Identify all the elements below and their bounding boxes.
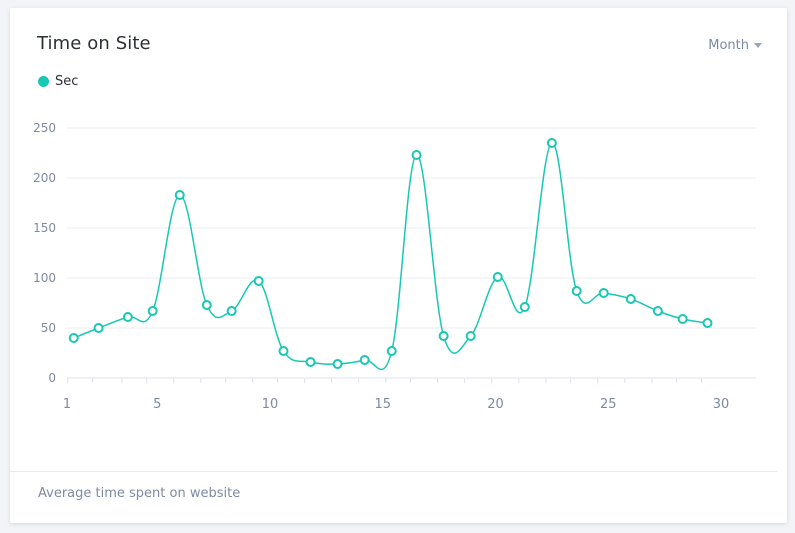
data-point xyxy=(677,314,688,324)
data-point xyxy=(201,300,212,310)
data-point xyxy=(278,346,289,356)
data-point xyxy=(438,331,449,341)
data-point xyxy=(546,138,557,148)
data-point xyxy=(625,294,636,304)
data-point xyxy=(68,333,79,343)
data-point xyxy=(519,302,530,312)
x-tick-label: 25 xyxy=(600,397,617,412)
data-point xyxy=(359,355,370,365)
y-tick-label: 250 xyxy=(33,121,56,135)
series-points xyxy=(68,138,713,369)
data-point xyxy=(122,312,133,322)
y-tick-label: 200 xyxy=(33,171,56,185)
data-point xyxy=(174,190,185,200)
data-point xyxy=(305,357,316,367)
y-tick-label: 0 xyxy=(48,371,56,385)
data-point xyxy=(93,323,104,333)
y-tick-label: 150 xyxy=(33,221,56,235)
footer-divider xyxy=(10,471,777,472)
grid-lines xyxy=(67,127,756,379)
data-point xyxy=(253,276,264,286)
x-tick-label: 10 xyxy=(262,397,279,412)
period-label: Month xyxy=(708,38,749,53)
x-tick-label: 5 xyxy=(153,397,161,412)
series-line-sec xyxy=(73,142,708,370)
caret-down-icon xyxy=(754,43,762,48)
chart-legend: Sec xyxy=(38,74,78,89)
data-point xyxy=(226,306,237,316)
x-tick-label: 1 xyxy=(63,397,71,412)
legend-label: Sec xyxy=(55,74,79,89)
period-dropdown[interactable]: Month xyxy=(708,38,762,53)
data-point xyxy=(598,288,609,298)
data-point xyxy=(386,346,397,356)
card-title: Time on Site xyxy=(37,33,151,54)
series-line-layer xyxy=(73,142,708,370)
data-point xyxy=(702,318,713,328)
x-tick-label: 30 xyxy=(713,397,730,412)
data-point xyxy=(147,306,158,316)
y-tick-label: 100 xyxy=(33,271,56,285)
data-point xyxy=(492,272,503,282)
footer-caption: Average time spent on website xyxy=(38,486,241,501)
x-tick-label: 20 xyxy=(487,397,504,412)
data-point xyxy=(332,359,343,369)
data-point xyxy=(465,331,476,341)
y-tick-label: 50 xyxy=(41,321,56,335)
time-on-site-card: Time on Site Month Sec 0 50 100 150 200 250 1 5… xyxy=(10,8,787,523)
data-point xyxy=(571,286,582,296)
x-tick-label: 15 xyxy=(374,397,391,412)
legend-dot-icon xyxy=(38,76,49,87)
data-point xyxy=(411,150,422,160)
data-point xyxy=(652,306,663,316)
